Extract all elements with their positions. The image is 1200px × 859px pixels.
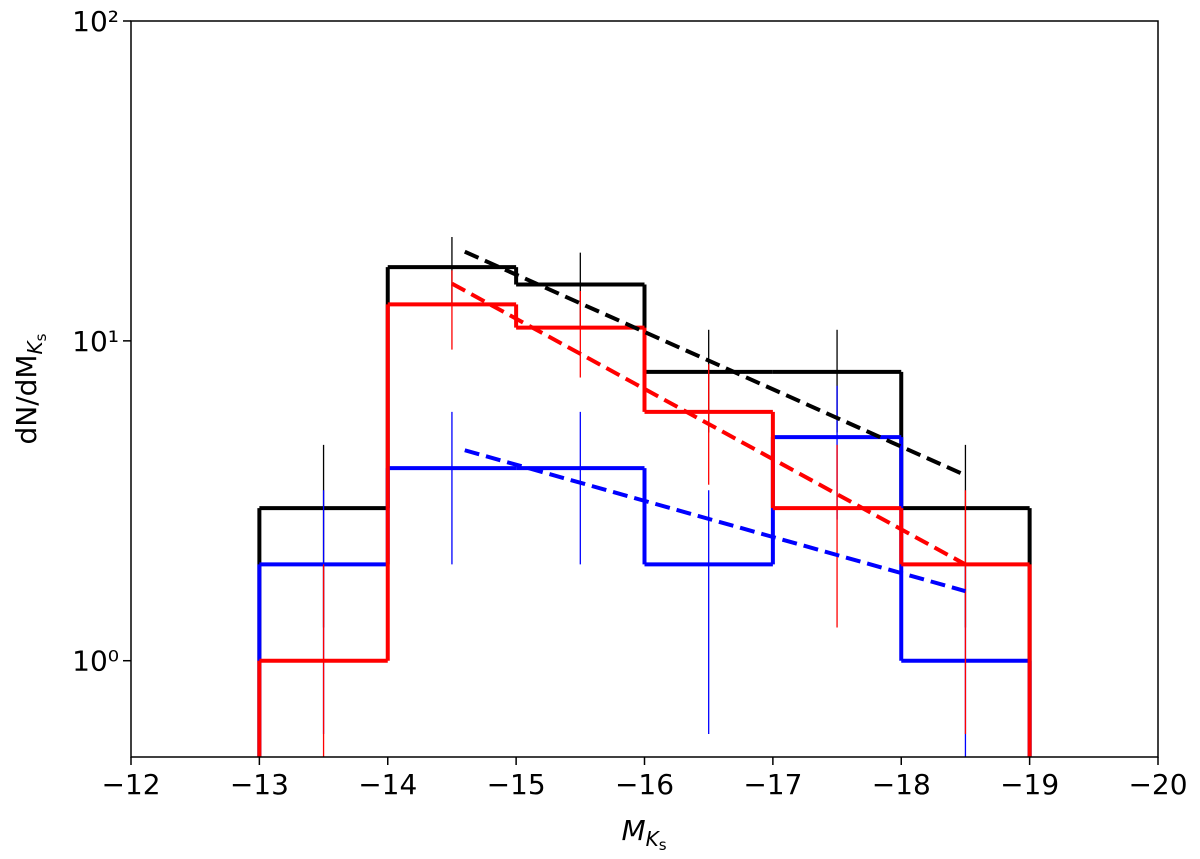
x-label-subsub: s: [659, 836, 667, 854]
y-axis-label: dN/dMKs: [10, 333, 50, 444]
x-tick-label: −12: [101, 768, 160, 801]
x-label-sub: K: [646, 827, 661, 851]
x-tick-label: −17: [743, 768, 802, 801]
x-tick-label: −20: [1128, 768, 1187, 801]
y-label-sub: K: [23, 339, 47, 354]
x-axis-label: MKs: [621, 814, 666, 854]
y-tick-label: 10²: [72, 5, 119, 38]
x-tick-label: −19: [1000, 768, 1059, 801]
x-tick-label: −13: [230, 768, 289, 801]
fit-line: [464, 448, 966, 594]
y-tick-label: 10¹: [72, 325, 119, 358]
y-label-subsub: s: [32, 333, 50, 341]
x-tick-label: −16: [615, 768, 674, 801]
y-label-main: dN/dM: [10, 354, 43, 444]
x-label-main: M: [621, 814, 645, 847]
plot-area: [257, 237, 1032, 757]
y-tick-label: 10⁰: [72, 645, 119, 678]
fit-line: [450, 281, 967, 567]
x-tick-label: −14: [358, 768, 417, 801]
x-tick-label: −15: [487, 768, 546, 801]
x-tick-label: −18: [872, 768, 931, 801]
fit-line: [463, 249, 967, 478]
